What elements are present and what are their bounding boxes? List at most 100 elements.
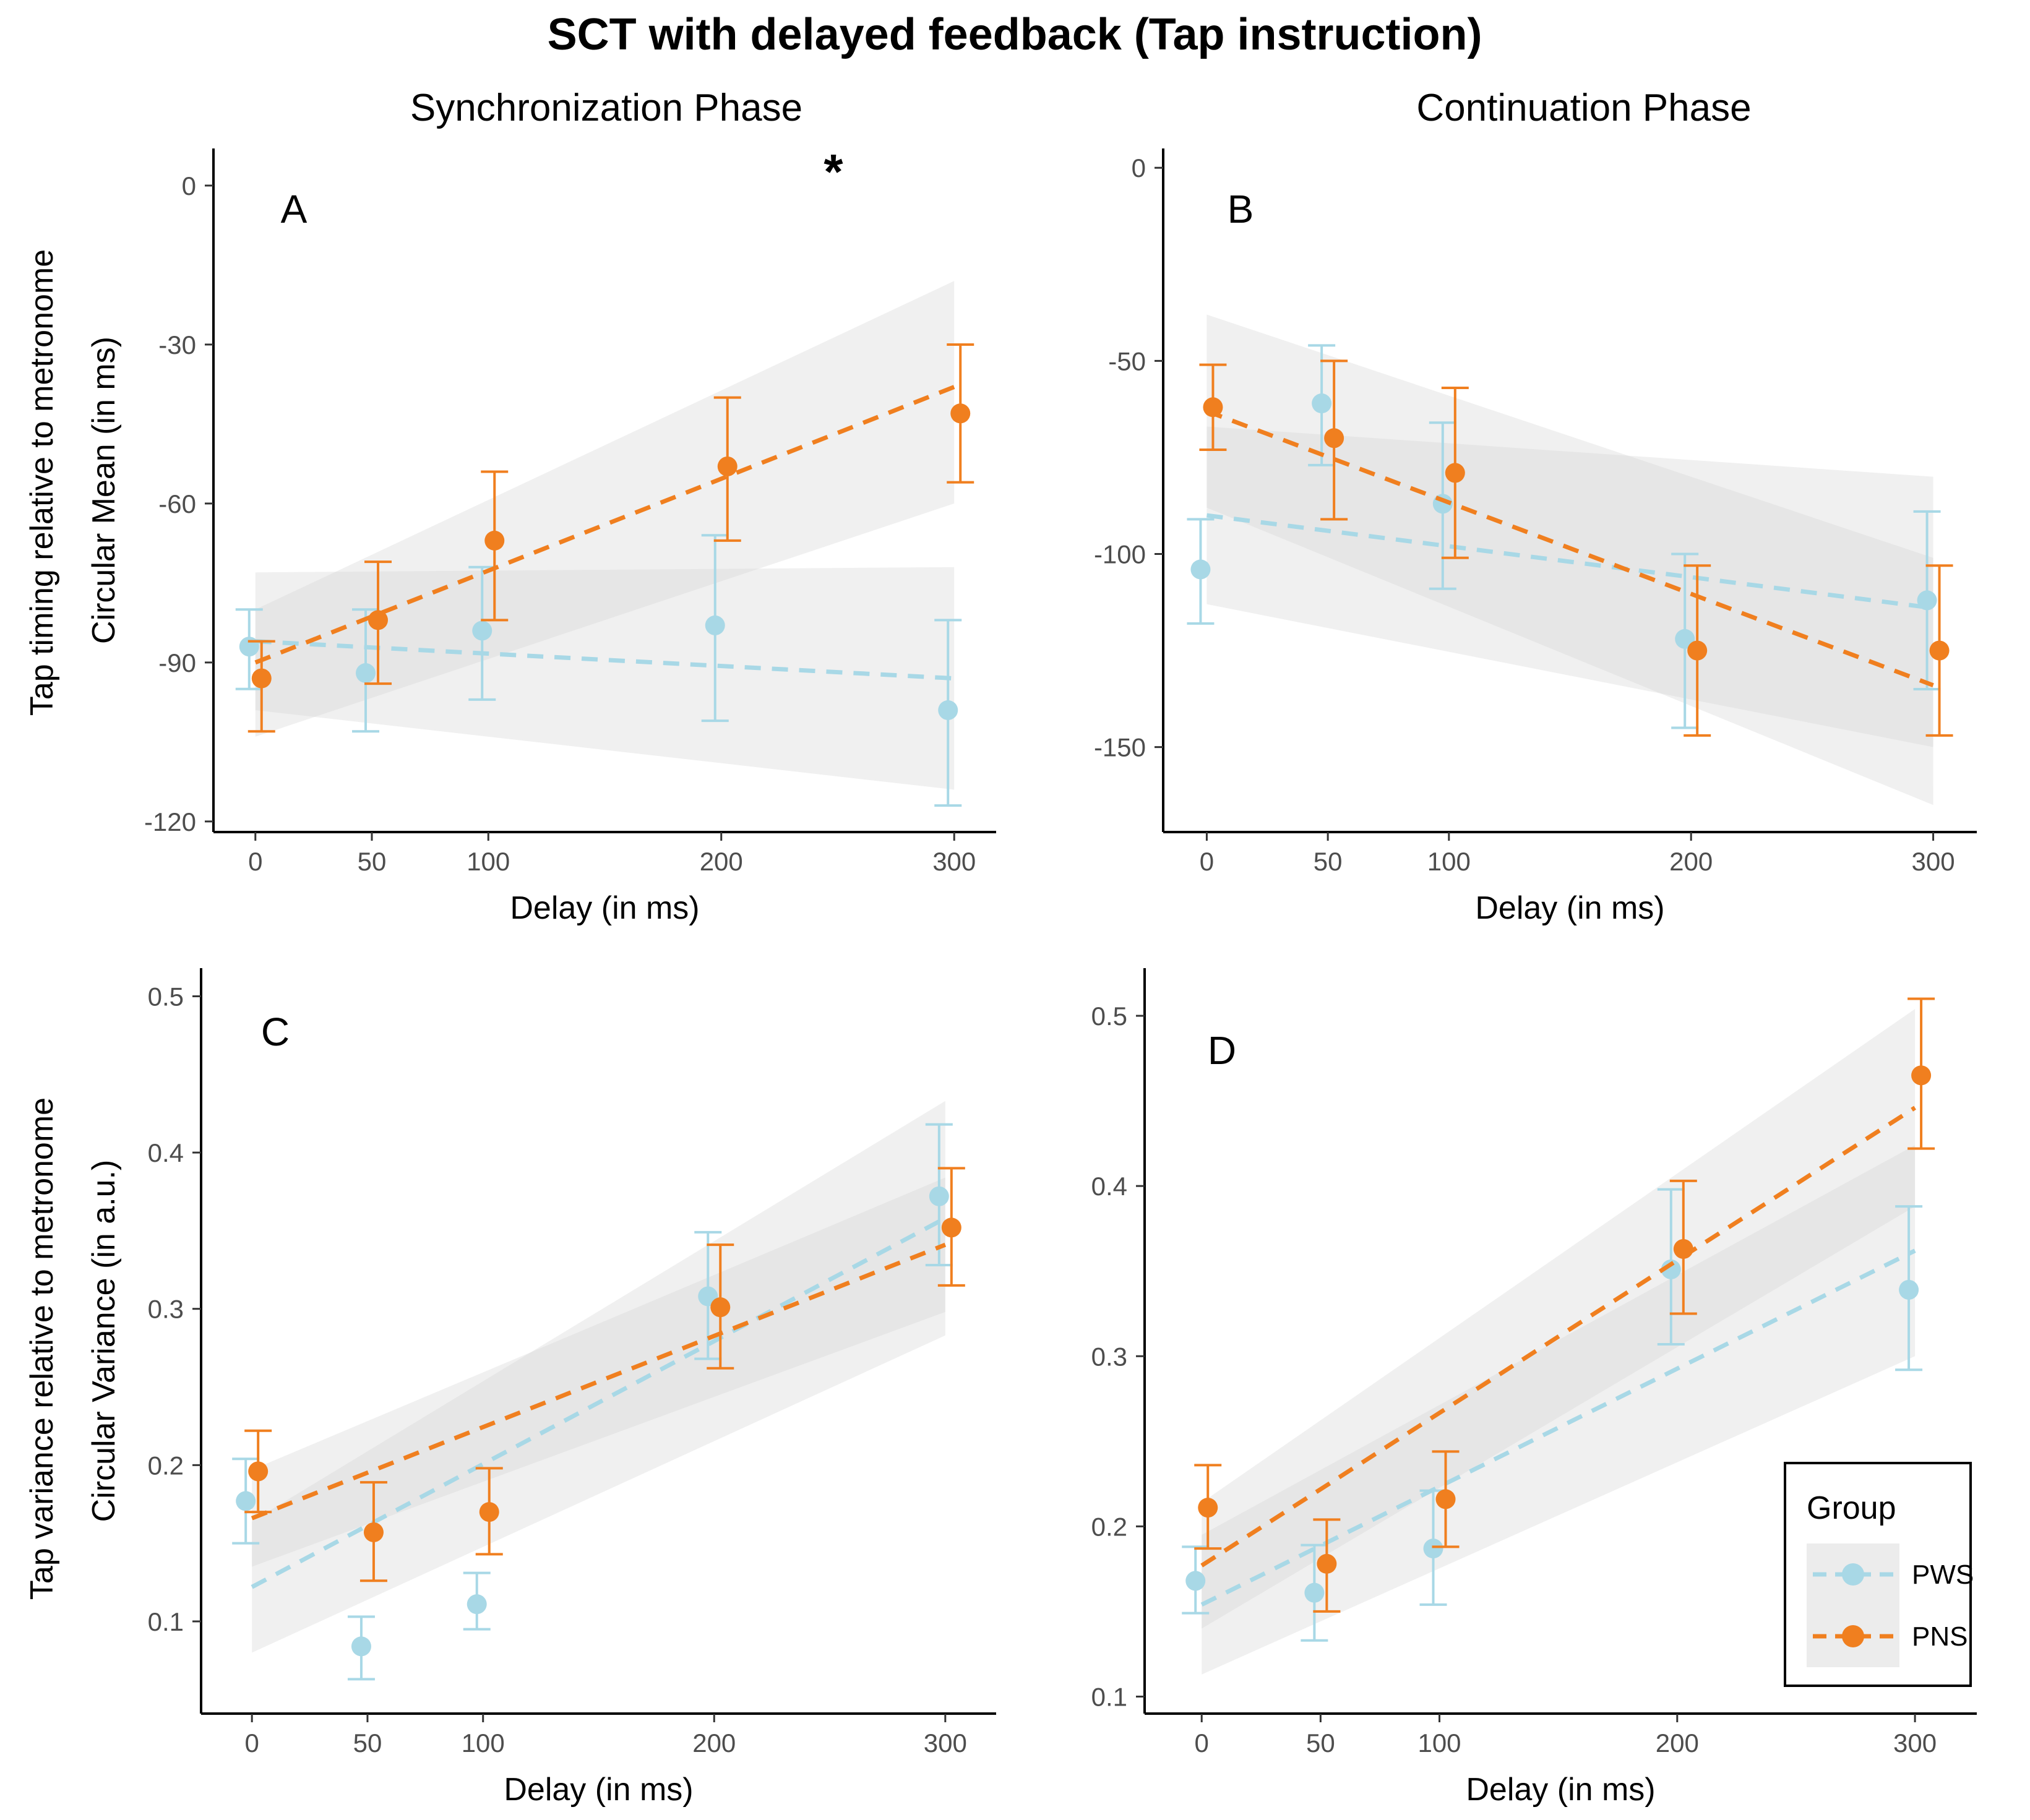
row-label-timing: Tap timing relative to metronome xyxy=(24,249,60,716)
x-axis-label: Delay (in ms) xyxy=(1466,1772,1655,1808)
legend-key-point-pns xyxy=(1842,1625,1864,1647)
confidence-band-pns xyxy=(1202,1009,1916,1629)
data-point-pns xyxy=(1929,640,1950,661)
panel-letter: A xyxy=(281,187,308,231)
data-point-pns xyxy=(710,1297,731,1318)
x-tick-label: 0 xyxy=(245,1728,259,1758)
y-tick-label: 0.3 xyxy=(148,1295,184,1324)
data-point-pws xyxy=(236,1491,256,1511)
panel-letter: C xyxy=(261,1010,290,1054)
x-tick-label: 300 xyxy=(932,847,976,876)
data-point-pws xyxy=(356,663,376,684)
legend-label-pws: PWS xyxy=(1912,1560,1974,1590)
legend-key-background xyxy=(1807,1543,1899,1667)
y-tick-label: -150 xyxy=(1094,733,1146,762)
x-tick-label: 200 xyxy=(700,847,743,876)
data-point-pws xyxy=(1185,1571,1206,1591)
y-tick-label: -120 xyxy=(144,807,196,836)
x-tick-label: 200 xyxy=(692,1728,736,1758)
data-point-pns xyxy=(248,1461,269,1482)
confidence-band-pws xyxy=(252,1101,945,1653)
y-tick-label: -90 xyxy=(158,648,196,677)
x-tick-label: 50 xyxy=(358,847,387,876)
fit-line-pws xyxy=(1200,1248,1916,1607)
data-point-pns xyxy=(251,668,272,689)
data-point-pws xyxy=(239,637,259,657)
data-point-pns xyxy=(1911,1065,1932,1086)
data-point-pws xyxy=(472,620,492,641)
confidence-band-pns xyxy=(252,1177,945,1567)
x-tick-label: 100 xyxy=(462,1728,505,1758)
column-title-continuation: Continuation Phase xyxy=(1416,87,1751,129)
fit-line-pws xyxy=(255,639,955,681)
data-point-pns xyxy=(941,1217,961,1238)
x-tick-label: 0 xyxy=(248,847,262,876)
x-tick-label: 100 xyxy=(1417,1728,1461,1758)
fit-line-pws xyxy=(251,1216,947,1589)
y-tick-label: 0.1 xyxy=(1091,1682,1127,1711)
y-tick-label: -60 xyxy=(158,489,196,518)
x-tick-label: 200 xyxy=(1669,847,1713,876)
x-tick-label: 0 xyxy=(1200,847,1214,876)
confidence-band-pws xyxy=(1206,426,1933,747)
fit-line-pws xyxy=(1206,513,1933,611)
data-point-pns xyxy=(1203,397,1223,418)
significance-marker: * xyxy=(824,144,843,199)
y-tick-label: -100 xyxy=(1094,540,1146,569)
data-point-pns xyxy=(363,1522,384,1542)
data-point-pws xyxy=(1675,629,1695,649)
x-tick-label: 300 xyxy=(924,1728,967,1758)
x-tick-label: 100 xyxy=(1427,847,1471,876)
y-tick-label: 0.5 xyxy=(1091,1002,1127,1031)
x-tick-label: 50 xyxy=(1306,1728,1335,1758)
data-point-pws xyxy=(929,1186,949,1206)
data-point-pns xyxy=(1445,463,1465,483)
y-tick-label: 0.2 xyxy=(148,1451,184,1480)
y-tick-label: 0.4 xyxy=(148,1138,184,1167)
x-tick-label: 50 xyxy=(353,1728,382,1758)
data-point-pns xyxy=(1687,640,1708,661)
legend-label-pns: PNS xyxy=(1912,1621,1968,1652)
data-point-pns xyxy=(1198,1498,1218,1518)
data-point-pws xyxy=(1661,1259,1681,1279)
y-axis-label: Circular Mean (in ms) xyxy=(86,337,122,644)
y-tick-label: -50 xyxy=(1108,346,1146,376)
y-tick-label: -30 xyxy=(158,330,196,359)
confidence-band-pws xyxy=(1202,1145,1916,1675)
data-point-pws xyxy=(1304,1582,1325,1603)
panel-a: 0 -30 -60 -90 -120 0 50 100 200 300 Delay (in ms) C… xyxy=(86,144,996,926)
x-tick-label: 300 xyxy=(1893,1728,1937,1758)
data-point-pns xyxy=(717,456,738,476)
x-tick-label: 100 xyxy=(467,847,510,876)
data-point-pws xyxy=(1899,1279,1919,1300)
data-point-pns xyxy=(1673,1238,1693,1259)
confidence-band-pws xyxy=(255,567,955,790)
y-tick-label: 0.1 xyxy=(148,1607,184,1636)
fit-line-pns xyxy=(1206,409,1934,688)
data-point-pns xyxy=(1324,428,1344,449)
fit-line-pns xyxy=(251,1242,947,1521)
row-label-variance: Tap variance relative to metronome xyxy=(24,1097,60,1600)
data-point-pns xyxy=(368,610,389,630)
y-tick-label: 0.4 xyxy=(1091,1172,1127,1201)
y-axis-label: Circular Variance (in a.u.) xyxy=(86,1160,122,1522)
x-tick-label: 0 xyxy=(1195,1728,1209,1758)
legend-title: Group xyxy=(1807,1490,1896,1526)
panel-d: 0.1 0.2 0.3 0.4 0.5 0 50 100 200 300 Delay (in ms)… xyxy=(1091,968,1977,1808)
data-point-pns xyxy=(479,1502,499,1522)
panel-b: 0 -50 -100 -150 0 50 100 200 300 Delay (in ms) B xyxy=(1094,148,1977,926)
x-tick-label: 200 xyxy=(1656,1728,1699,1758)
y-tick-label: 0.5 xyxy=(148,982,184,1011)
x-axis-label: Delay (in ms) xyxy=(1475,890,1664,926)
legend-key-point-pws xyxy=(1842,1563,1864,1586)
fit-line-pns xyxy=(1200,1105,1916,1568)
data-point-pws xyxy=(351,1636,371,1657)
data-point-pws xyxy=(938,700,958,720)
y-tick-label: 0 xyxy=(1132,153,1146,182)
x-tick-label: 50 xyxy=(1314,847,1343,876)
data-point-pws xyxy=(705,615,725,635)
panel-letter: D xyxy=(1208,1028,1236,1073)
column-title-synchronization: Synchronization Phase xyxy=(410,87,802,129)
confidence-band-pns xyxy=(255,281,955,737)
panel-letter: B xyxy=(1228,187,1254,231)
